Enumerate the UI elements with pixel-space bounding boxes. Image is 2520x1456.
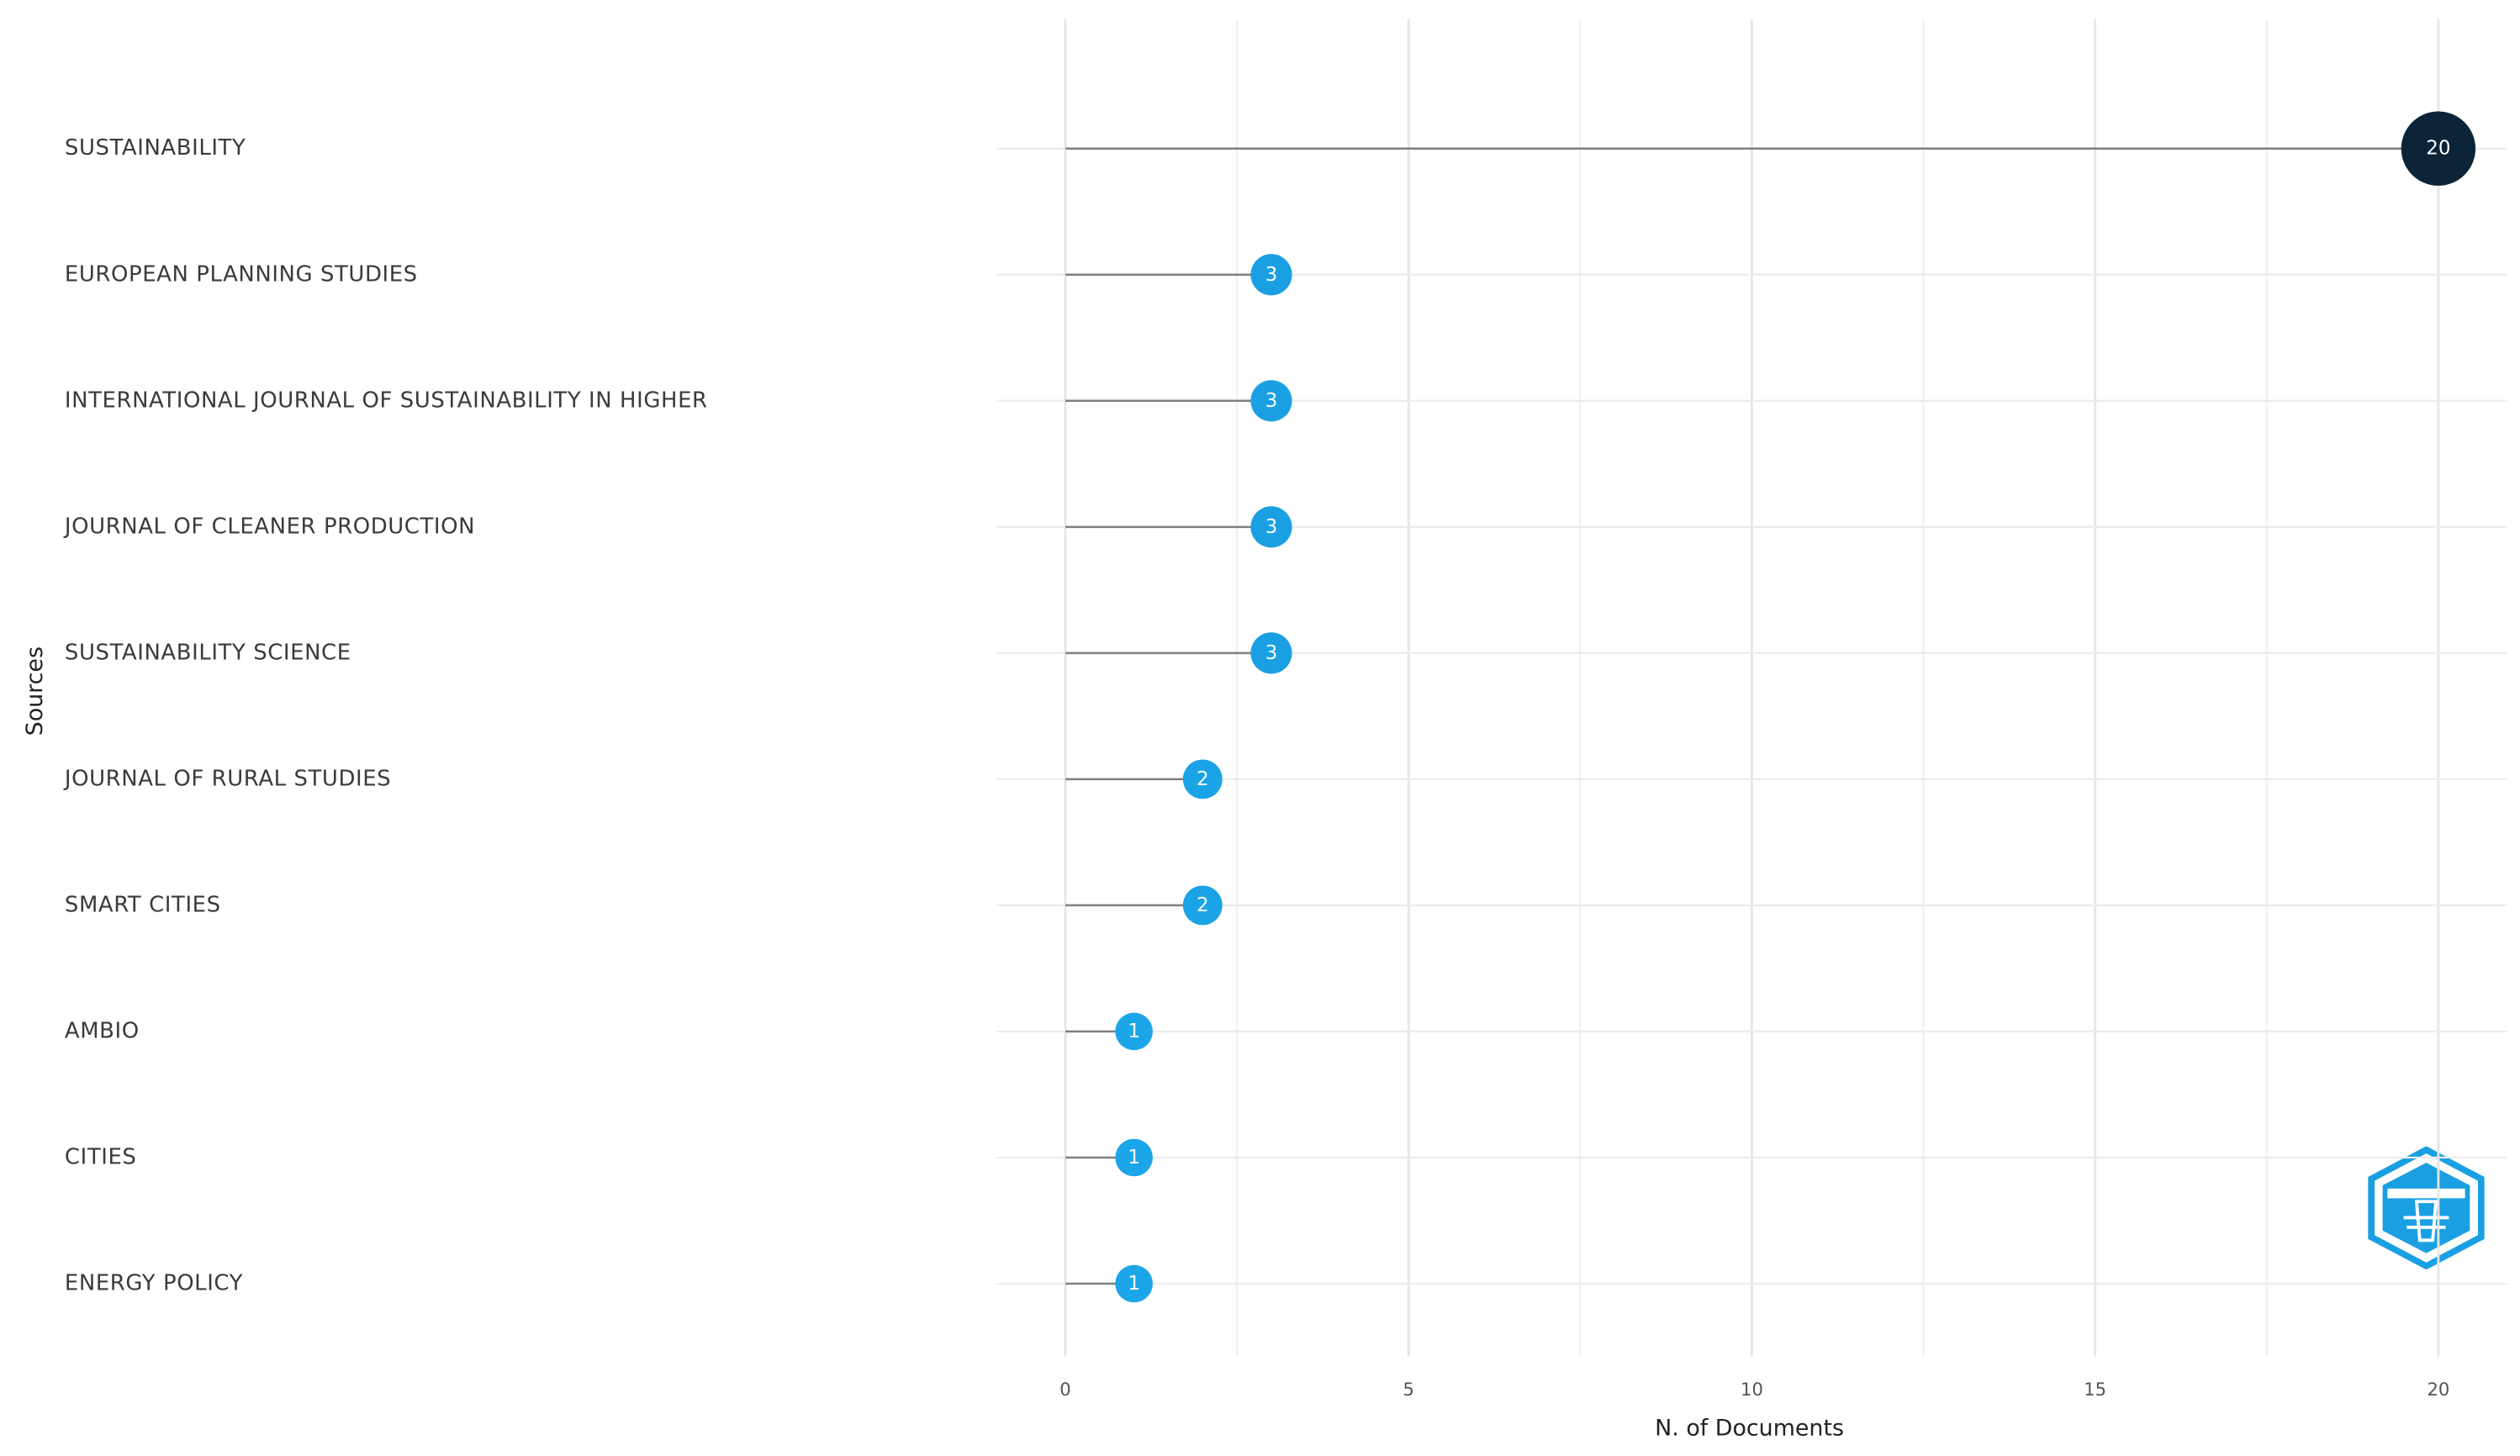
y-tick-label: CITIES [65,1144,137,1169]
y-tick-label: SMART CITIES [65,892,221,917]
dot [1250,506,1292,548]
y-tick-label: AMBIO [65,1018,140,1043]
x-tick-label: 5 [1403,1379,1414,1400]
data-label: 2 [1197,768,1209,790]
data-label: 3 [1265,390,1278,412]
data-label: 1 [1128,1273,1140,1295]
y-tick-label: ENERGY POLICY [65,1271,243,1296]
y-tick-label: JOURNAL OF RURAL STUDIES [63,766,391,791]
y-tick-label: SUSTAINABILITY [65,135,246,161]
dot [1182,885,1223,926]
x-tick-label: 20 [2427,1379,2449,1400]
dot [1115,1012,1153,1051]
data-label: 3 [1265,264,1278,286]
dot [1115,1264,1153,1303]
dot [1250,632,1292,674]
data-label: 3 [1265,642,1278,664]
dot [1250,254,1292,296]
dot [1182,759,1223,799]
x-tick-label: 10 [1741,1379,1763,1400]
y-axis-title: Sources [22,646,48,736]
dot [1115,1138,1153,1177]
x-tick-label: 15 [2084,1379,2106,1400]
data-label: 2 [1197,894,1209,916]
logo [2368,1146,2485,1270]
data-label: 20 [2426,138,2450,160]
y-tick-label: INTERNATIONAL JOURNAL OF SUSTAINABILITY … [65,388,708,413]
x-axis-title: N. of Documents [1655,1416,1844,1442]
x-tick-label: 0 [1059,1379,1070,1400]
data-label: 3 [1265,516,1278,538]
data-label: 1 [1128,1021,1140,1042]
y-tick-label: SUSTAINABILITY SCIENCE [65,640,351,665]
dot [1250,380,1292,422]
y-tick-label: EUROPEAN PLANNING STUDIES [65,261,418,287]
data-label: 1 [1128,1147,1140,1168]
dot [2401,111,2476,186]
y-tick-label: JOURNAL OF CLEANER PRODUCTION [63,514,475,539]
